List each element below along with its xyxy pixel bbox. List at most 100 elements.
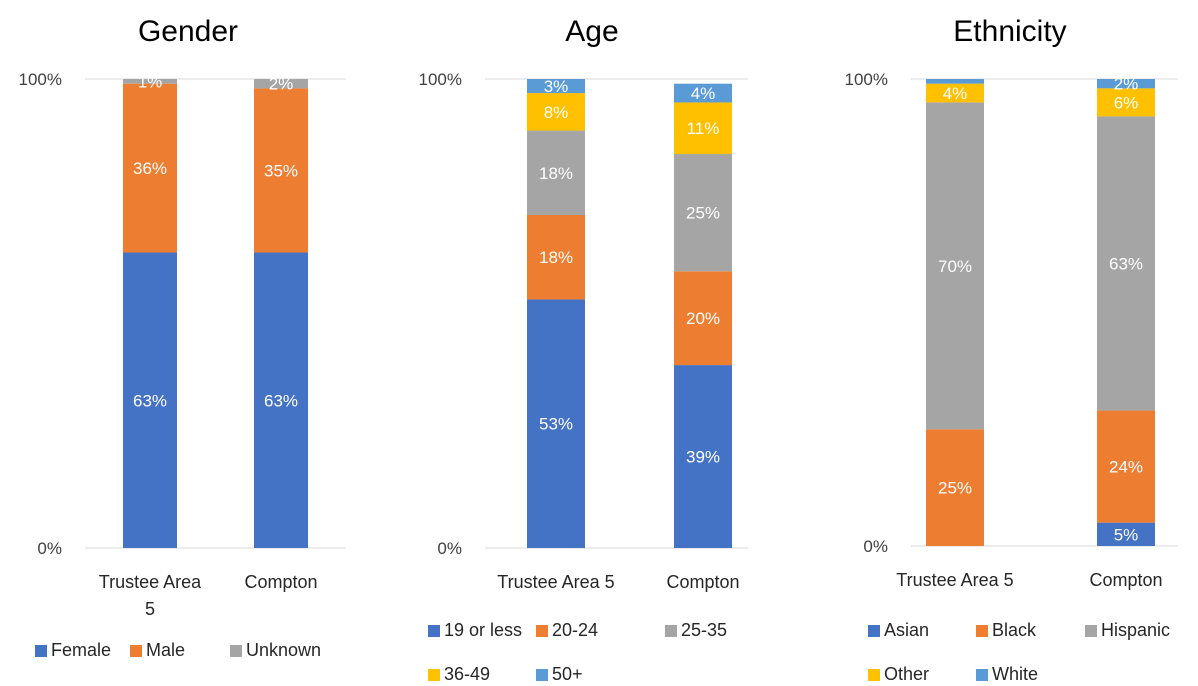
- y-tick-label: 100%: [19, 70, 62, 89]
- legend-label: 20-24: [552, 620, 599, 640]
- legend-item: Other: [868, 664, 929, 685]
- bar-segment: [926, 79, 984, 84]
- legend-item: 25-35: [665, 620, 727, 641]
- data-label: 39%: [686, 448, 720, 467]
- legend-item: White: [976, 664, 1038, 685]
- data-label: 63%: [264, 391, 298, 410]
- bar-segment: [1097, 88, 1155, 117]
- bar-segment: [674, 271, 732, 366]
- legend-label: 25-35: [681, 620, 728, 640]
- y-tick-label: 0%: [437, 539, 462, 558]
- legend-swatch: [130, 644, 142, 657]
- data-label: 25%: [938, 479, 972, 498]
- chart-title: Ethnicity: [953, 15, 1066, 48]
- legend-swatch: [976, 624, 988, 637]
- legend-item: 50+: [536, 664, 583, 685]
- bar-segment: [674, 102, 732, 155]
- legend-item: Male: [130, 640, 185, 661]
- legend-label: Unknown: [246, 640, 322, 660]
- data-label: 35%: [264, 161, 298, 180]
- data-label: 70%: [938, 257, 972, 276]
- bar-segment: [527, 130, 585, 216]
- bar-segment: [254, 88, 308, 253]
- data-label: 4%: [943, 84, 968, 103]
- legend-label: Hispanic: [1101, 620, 1171, 640]
- ethnicity-chart: Ethnicity 0% 100% 25% 70% 4% Trustee Area 5 5% 2…: [820, 0, 1198, 686]
- legend-item: Asian: [868, 620, 929, 641]
- x-category-label: Compton: [1089, 570, 1162, 590]
- bar-segment: [527, 93, 585, 131]
- legend-label: Asian: [884, 620, 930, 640]
- bar-segment: [527, 79, 585, 94]
- bar-segment: [1097, 410, 1155, 523]
- y-tick-label: 0%: [863, 537, 888, 556]
- legend-swatch: [35, 644, 47, 657]
- legend-label: 50+: [552, 664, 583, 684]
- y-tick-label: 0%: [37, 539, 62, 558]
- legend-label: 19 or less: [444, 620, 523, 640]
- bar-segment: [1097, 116, 1155, 411]
- legend-item: 20-24: [536, 620, 598, 641]
- data-label: 3%: [544, 77, 569, 96]
- data-label: 11%: [687, 119, 720, 138]
- data-label: 2%: [269, 75, 294, 94]
- legend-label: Black: [992, 620, 1037, 640]
- legend-swatch: [536, 624, 548, 637]
- bar-segment: [926, 429, 984, 546]
- bar-segment: [527, 299, 585, 548]
- legend-swatch: [428, 624, 440, 637]
- bar-segment: [123, 252, 177, 548]
- gender-chart: Gender 0% 100% 63% 36% 1% Trustee Area 5 63% 35% 2…: [0, 0, 390, 686]
- data-label: 4%: [691, 84, 716, 103]
- legend-label: 36-49: [444, 664, 491, 684]
- legend-label: Male: [146, 640, 186, 660]
- legend-item: Female: [35, 640, 111, 661]
- bar-segment: [254, 252, 308, 548]
- data-label: 18%: [539, 248, 573, 267]
- bar-segment: [123, 79, 177, 84]
- data-label: 53%: [539, 415, 573, 434]
- bar-segment: [674, 83, 732, 103]
- legend-swatch: [868, 668, 880, 681]
- y-tick-label: 100%: [845, 70, 888, 89]
- legend-label: White: [992, 664, 1039, 684]
- age-chart-plot: Age 0% 100% 53% 18% 18% 8% 3% Trustee Area 5 39% 2…: [419, 15, 748, 592]
- x-category-label: 5: [145, 599, 155, 619]
- x-category-label: Compton: [666, 572, 739, 592]
- x-category-label: Trustee Area 5: [896, 570, 1013, 590]
- gender-chart-plot: Gender 0% 100% 63% 36% 1% Trustee Area 5 63% 35% 2…: [19, 15, 346, 619]
- legend-item: Hispanic: [1085, 620, 1170, 641]
- legend-swatch: [428, 668, 440, 681]
- legend-item: Unknown: [230, 640, 321, 661]
- data-label: 6%: [1114, 93, 1139, 112]
- legend-item: 19 or less: [428, 620, 522, 641]
- x-category-label: Compton: [244, 572, 317, 592]
- data-label: 63%: [133, 391, 167, 410]
- bar-segment: [527, 215, 585, 300]
- legend-swatch: [868, 624, 880, 637]
- data-label: 18%: [539, 164, 573, 183]
- data-label: 36%: [133, 159, 167, 178]
- data-label: 63%: [1109, 254, 1143, 273]
- legend-label: Female: [51, 640, 112, 660]
- chart-title: Gender: [138, 15, 238, 48]
- legend-swatch: [665, 624, 677, 637]
- bar-segment: [123, 83, 177, 253]
- bar-segment: [926, 102, 984, 430]
- bar-segment: [1097, 79, 1155, 89]
- ethnicity-chart-plot: Ethnicity 0% 100% 25% 70% 4% Trustee Area 5 5% 2…: [845, 15, 1178, 590]
- data-label: 20%: [686, 309, 720, 328]
- data-label: 2%: [1114, 75, 1139, 94]
- legend-swatch: [230, 644, 242, 657]
- age-chart: Age 0% 100% 53% 18% 18% 8% 3% Trustee Area 5 39% 2…: [400, 0, 800, 686]
- legend-item: 36-49: [428, 664, 490, 685]
- chart-title: Age: [565, 15, 618, 48]
- legend-item: Black: [976, 620, 1036, 641]
- bar-segment: [926, 83, 984, 103]
- bar-segment: [1097, 522, 1155, 546]
- legend-swatch: [976, 668, 988, 681]
- x-category-label: Trustee Area 5: [497, 572, 614, 592]
- bar-segment: [254, 79, 308, 89]
- legend-swatch: [536, 668, 548, 681]
- x-category-label: Trustee Area: [99, 572, 202, 592]
